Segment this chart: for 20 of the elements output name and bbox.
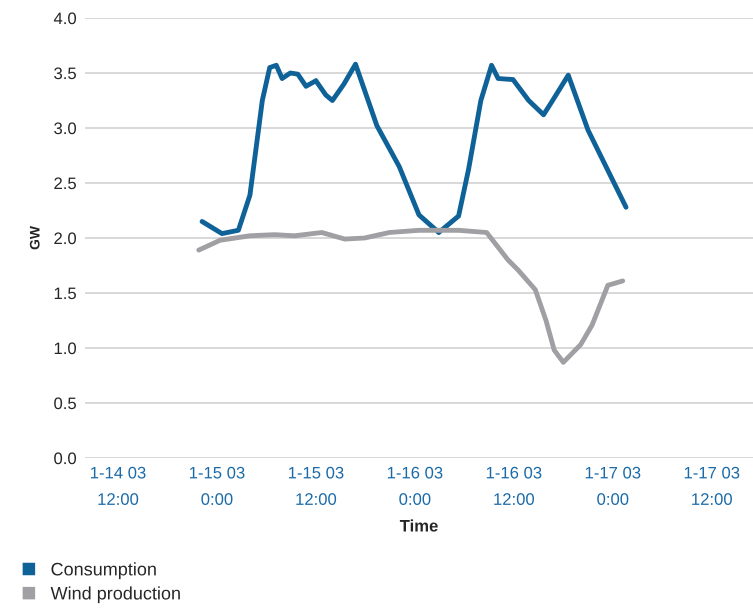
y-tick-label: 3.5 <box>54 67 76 80</box>
x-tick-label: 1-15 03 0:00 <box>190 466 244 505</box>
x-tick-label: 1-17 03 0:00 <box>586 466 640 505</box>
x-tick-label: 1-14 03 12:00 <box>91 466 146 505</box>
y-tick-label: 2.5 <box>54 177 76 190</box>
y-axis-title: GW <box>30 226 40 250</box>
x-tick-label: 1-15 03 12:00 <box>288 466 344 505</box>
y-tick-label: 2.0 <box>54 232 76 244</box>
x-tick-label: 1-16 03 0:00 <box>388 466 442 505</box>
y-tick-label: 4.0 <box>54 12 76 24</box>
x-axis-title: Time <box>400 519 438 532</box>
legend-label: Wind production <box>50 586 180 604</box>
y-tick-label: 3.0 <box>54 122 76 134</box>
legend-label: Consumption <box>51 562 156 580</box>
x-tick-label: 1-16 03 12:00 <box>486 466 542 505</box>
x-tick-label: 1-17 03 12:00 <box>684 466 740 505</box>
y-tick-label: 0.0 <box>54 452 76 464</box>
y-tick-label: 0.5 <box>54 397 76 410</box>
y-tick-label: 1.0 <box>54 342 76 354</box>
y-tick-label: 1.5 <box>54 288 76 300</box>
